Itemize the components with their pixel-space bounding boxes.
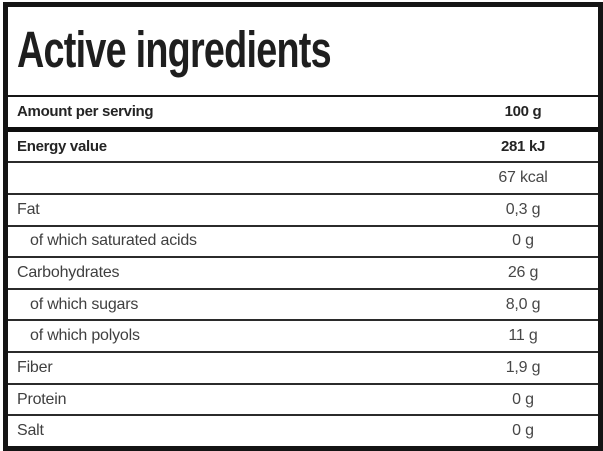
table-row-saturated-acids: of which saturated acids 0 g [8, 227, 598, 259]
row-label: Fat [17, 200, 40, 218]
row-label: Fiber [17, 358, 53, 376]
row-value: 26 g [507, 264, 539, 282]
nutrition-facts-panel: Active ingredients Amount per serving 10… [3, 2, 603, 451]
panel-title: Active ingredients [17, 20, 332, 78]
table-row-carbohydrates: Carbohydrates 26 g [8, 258, 598, 290]
row-value: 281 kJ [500, 137, 546, 155]
table-row-fat: Fat 0,3 g [8, 195, 598, 227]
row-value: 0,3 g [505, 200, 541, 218]
row-value: 1,9 g [505, 358, 541, 376]
row-label: Protein [17, 390, 67, 408]
row-label: of which saturated acids [30, 232, 197, 250]
table-row-energy-kcal: 67 kcal [8, 163, 598, 195]
row-value: 0 g [512, 390, 534, 408]
table-row-protein: Protein 0 g [8, 385, 598, 417]
table-row-fiber: Fiber 1,9 g [8, 353, 598, 385]
table-header-row: Amount per serving 100 g [8, 97, 598, 132]
row-label: Energy value [17, 137, 107, 155]
row-value: 11 g [508, 327, 538, 345]
table-row-energy-kj: Energy value 281 kJ [8, 132, 598, 164]
row-value: 67 kcal [498, 169, 548, 187]
row-label: Salt [17, 422, 44, 440]
row-label: of which sugars [30, 295, 139, 313]
row-value: 0 g [512, 232, 534, 250]
nutrition-table: Amount per serving 100 g Energy value 28… [8, 97, 598, 446]
row-value: 8,0 g [505, 295, 541, 313]
table-row-sugars: of which sugars 8,0 g [8, 290, 598, 322]
row-value: 0 g [512, 422, 534, 440]
row-label: of which polyols [30, 327, 140, 345]
panel-title-section: Active ingredients [8, 7, 598, 97]
table-row-salt: Salt 0 g [8, 416, 598, 446]
row-label: Carbohydrates [17, 264, 120, 282]
table-row-polyols: of which polyols 11 g [8, 321, 598, 354]
row-label: Amount per serving [17, 103, 154, 121]
row-value: 100 g [504, 103, 542, 121]
